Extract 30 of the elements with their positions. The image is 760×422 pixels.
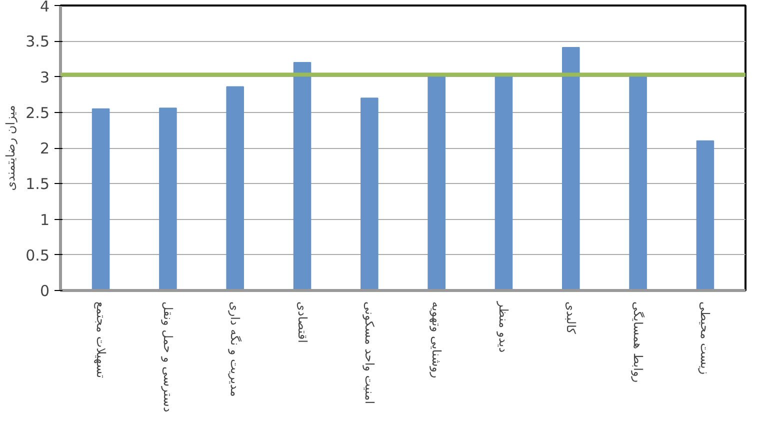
bar <box>696 140 714 290</box>
x-tick-label: دیدو منظر <box>496 300 511 353</box>
x-tick-label: اقتصادی <box>295 302 310 343</box>
bar <box>494 76 513 290</box>
bar <box>92 108 110 290</box>
bar <box>629 76 647 290</box>
y-tick-label: 2.5 <box>26 104 50 122</box>
x-tick-label: تسهیلات مجتمع <box>94 302 108 378</box>
x-tick-label: دسترسی و حمل ونقل <box>160 302 175 412</box>
x-tick-label: امنیت واحد مسکونی <box>362 302 376 404</box>
bar <box>428 76 446 290</box>
y-tick-label: 3 <box>40 68 50 86</box>
y-tick-label: 3.5 <box>26 32 50 51</box>
y-tick-label: 0 <box>40 282 50 300</box>
bar <box>360 98 378 290</box>
bar <box>226 86 244 290</box>
y-tick-label: 0.5 <box>26 246 50 264</box>
x-tick-label: روشنایی وتهویه <box>430 302 444 378</box>
x-tick-label: کالبدی <box>564 302 578 334</box>
x-tick-label: مدیریت و نگه داری <box>228 302 242 397</box>
bar <box>293 62 312 290</box>
y-tick-label: 1 <box>40 210 50 229</box>
x-tick-label: زیست محیطی <box>698 302 712 375</box>
y-tick-label: 1.5 <box>26 175 50 194</box>
x-tick-label: روابط همسایگی <box>631 302 646 383</box>
y-tick-label: 2 <box>40 140 50 158</box>
bar <box>562 47 580 290</box>
y-tick-label: 4 <box>40 0 50 16</box>
y-axis-title: میزان رضایتمندی <box>4 105 18 191</box>
bar <box>159 108 177 290</box>
